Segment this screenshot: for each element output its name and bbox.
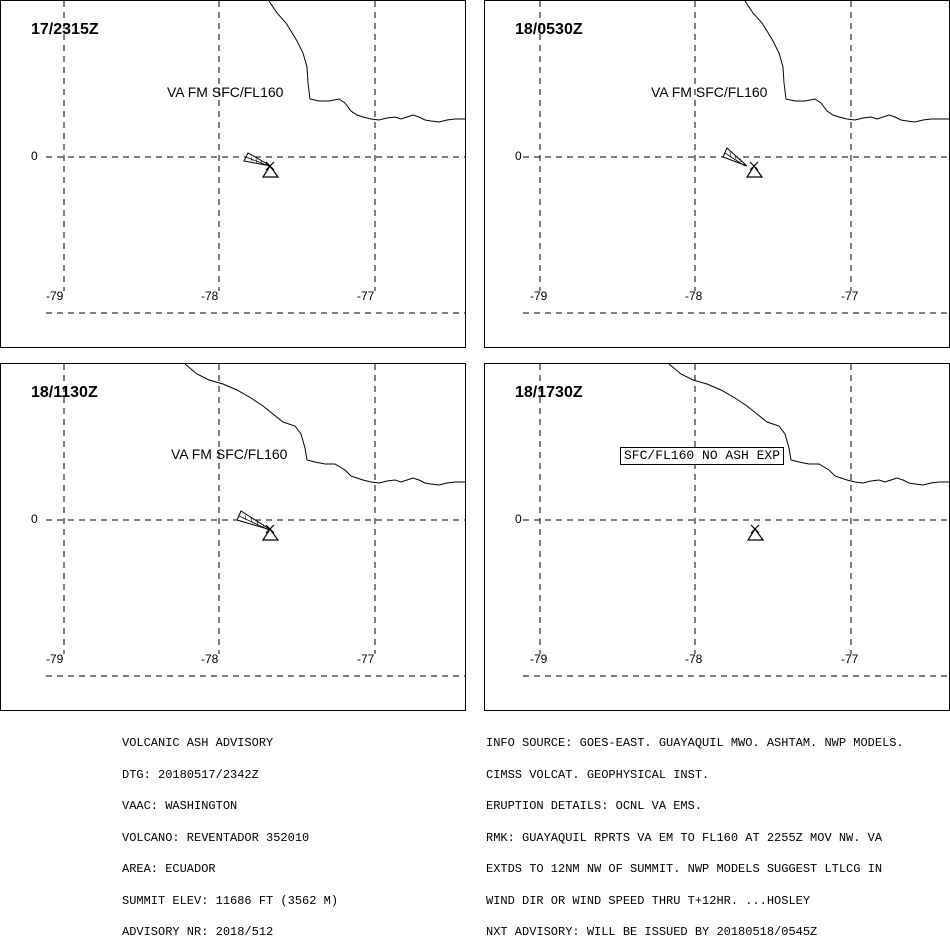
lon-tick-label: -79 xyxy=(530,652,548,666)
panel-time: 17/2315Z xyxy=(31,21,99,38)
advisory-line: VAAC: WASHINGTON xyxy=(122,799,238,813)
coastline xyxy=(268,1,465,123)
map-panel-4: 18/1730Z SFC/FL160 NO ASH EXP 0 -79 -78 … xyxy=(484,363,950,711)
advisory-line: CIMSS VOLCAT. GEOPHYSICAL INST. xyxy=(486,767,710,782)
advisory-line: ADVISORY NR: 2018/512 xyxy=(122,925,274,939)
lon-tick-label: -78 xyxy=(201,289,219,303)
ash-plume xyxy=(243,152,272,167)
coastline xyxy=(184,364,465,486)
ash-plume xyxy=(722,147,748,167)
advisory-header: VOLCANIC ASH ADVISORY DTG: 20180517/2342… xyxy=(122,717,338,948)
va-label: VA FM SFC/FL160 xyxy=(167,84,284,100)
lon-tick-label: -77 xyxy=(357,652,375,666)
advisory-line: INFO SOURCE: GOES-EAST. GUAYAQUIL MWO. A… xyxy=(486,736,904,750)
map-panel-3: 18/1130Z VA FM SFC/FL160 0 -79 -78 -77 xyxy=(0,363,466,711)
map-graphic xyxy=(46,364,465,677)
advisory-line: NXT ADVISORY: WILL BE ISSUED BY 20180518… xyxy=(486,925,818,939)
ash-plume xyxy=(236,510,272,531)
map-graphic xyxy=(46,1,465,314)
map-graphic xyxy=(523,1,949,314)
va-label: VA FM SFC/FL160 xyxy=(171,446,288,462)
lon-tick-label: -77 xyxy=(357,289,375,303)
no-ash-label: SFC/FL160 NO ASH EXP xyxy=(620,447,785,465)
volcano-icon xyxy=(745,161,764,178)
advisory-line: VOLCANO: REVENTADOR 352010 xyxy=(122,830,310,845)
lat-tick-label: 0 xyxy=(515,512,522,526)
panel-time: 18/1730Z xyxy=(515,384,583,401)
advisory-line: RMK: GUAYAQUIL RPRTS VA EM TO FL160 AT 2… xyxy=(486,830,883,845)
advisory-line: ERUPTION DETAILS: OCNL VA EMS. xyxy=(486,799,703,813)
lon-tick-label: -78 xyxy=(685,289,703,303)
lon-tick-label: -78 xyxy=(685,652,703,666)
coastline xyxy=(744,1,949,123)
lon-tick-label: -79 xyxy=(46,289,64,303)
map-panel-1: 17/2315Z VA FM SFC/FL160 0 -79 -78 -77 xyxy=(0,0,466,348)
advisory-line: SUMMIT ELEV: 11686 FT (3562 M) xyxy=(122,893,339,908)
lon-tick-label: -77 xyxy=(841,652,859,666)
advisory-line: DTG: 20180517/2342Z xyxy=(122,767,259,782)
lat-tick-label: 0 xyxy=(515,149,522,163)
lon-tick-label: -77 xyxy=(841,289,859,303)
advisory-line: AREA: ECUADOR xyxy=(122,862,216,876)
volcano-icon xyxy=(746,524,765,541)
volcano-icon xyxy=(261,161,280,178)
volcano-icon xyxy=(261,524,280,541)
advisory-line: WIND DIR OR WIND SPEED THRU T+12HR. ...H… xyxy=(486,893,811,908)
lon-tick-label: -78 xyxy=(201,652,219,666)
advisory-line: EXTDS TO 12NM NW OF SUMMIT. NWP MODELS S… xyxy=(486,862,883,876)
coastline xyxy=(668,364,949,486)
lat-tick-label: 0 xyxy=(31,512,38,526)
advisory-line: VOLCANIC ASH ADVISORY xyxy=(122,736,274,750)
va-label: VA FM SFC/FL160 xyxy=(651,84,768,100)
panel-time: 18/0530Z xyxy=(515,21,583,38)
map-panel-2: 18/0530Z VA FM SFC/FL160 0 -79 -78 -77 xyxy=(484,0,950,348)
lon-tick-label: -79 xyxy=(530,289,548,303)
lon-tick-label: -79 xyxy=(46,652,64,666)
lat-tick-label: 0 xyxy=(31,149,38,163)
advisory-details: INFO SOURCE: GOES-EAST. GUAYAQUIL MWO. A… xyxy=(486,717,904,948)
panel-time: 18/1130Z xyxy=(31,384,98,401)
map-graphic xyxy=(523,364,949,677)
